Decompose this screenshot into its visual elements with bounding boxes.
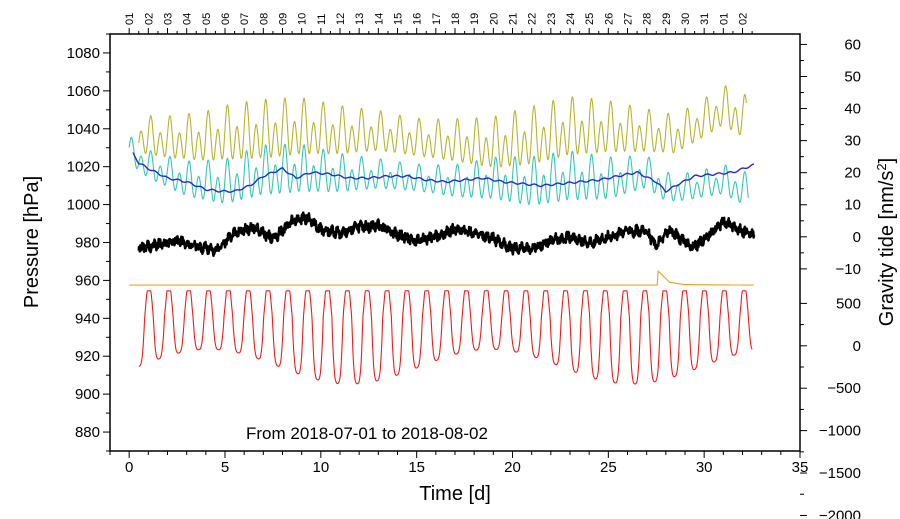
top-day-label: 25 [584, 13, 596, 25]
y-right-upper-tick-label: 60 [844, 36, 861, 53]
top-day-label: 01 [124, 13, 136, 25]
top-day-label: 11 [316, 14, 328, 25]
axes-layer: 0 5 10 15 20 25 30 3588090092094096098010001020… [67, 13, 861, 519]
x-tick-label: 0 [125, 459, 133, 476]
y-left-tick-label: 920 [75, 348, 100, 365]
top-day-label: 10 [297, 13, 309, 25]
top-day-label: 31 [699, 13, 711, 25]
y-left-tick-label: 1040 [67, 121, 100, 138]
series-gravity-cyan [128, 136, 749, 205]
top-day-label: 13 [354, 13, 366, 25]
top-day-label: 28 [642, 13, 654, 25]
top-day-label: 02 [738, 13, 750, 25]
date-range-annotation: From 2018-07-01 to 2018-08-02 [246, 424, 488, 443]
x-tick-label: 5 [221, 459, 229, 476]
y-left-tick-label: 940 [75, 310, 100, 327]
series-signal-orange [129, 270, 755, 286]
top-day-label: 20 [488, 13, 500, 25]
y-axis-right-label-sup: 2 [874, 163, 889, 170]
top-day-label: 29 [661, 13, 673, 25]
top-day-label: 08 [258, 13, 270, 25]
y-right-upper-tick-label: 50 [844, 68, 861, 85]
series-layer [128, 85, 756, 385]
y-left-tick-label: 1060 [67, 83, 100, 100]
top-day-label: 30 [680, 13, 692, 25]
top-day-label: 07 [239, 13, 251, 25]
y-right-upper-tick-label: 0 [853, 229, 861, 246]
top-day-label: 15 [393, 13, 405, 25]
y-right-upper-tick-label: 10 [844, 197, 861, 214]
y-axis-right-label-prefix: Gravity tide [nm/s [876, 171, 898, 327]
top-day-label: 21 [508, 13, 520, 25]
y-left-tick-label: 900 [75, 386, 100, 403]
y-left-tick-label: 1000 [67, 197, 100, 214]
y-left-tick-label: 1080 [67, 45, 100, 62]
top-day-label: 27 [623, 13, 635, 25]
top-day-label: 14 [373, 13, 385, 25]
y-right-upper-tick-label: 40 [844, 101, 861, 118]
y-left-tick-label: 960 [75, 272, 100, 289]
series-gravity-yellow [138, 85, 747, 168]
y-left-tick-label: 980 [75, 235, 100, 252]
y-right-upper-tick-label: 20 [844, 165, 861, 182]
top-day-label: 26 [603, 13, 615, 25]
x-tick-label: 35 [792, 459, 809, 476]
top-day-label: 01 [718, 13, 730, 25]
top-day-label: 03 [163, 13, 175, 25]
top-day-label: 12 [335, 13, 347, 25]
top-day-label: 24 [565, 13, 577, 25]
top-day-label: 19 [469, 13, 481, 25]
top-day-label: 04 [182, 13, 194, 25]
top-day-label: 23 [546, 13, 558, 25]
top-day-label: 05 [201, 13, 213, 25]
x-axis-label: Time [d] [419, 483, 491, 505]
y-axis-left-label: Pressure [hPa] [21, 176, 43, 308]
x-tick-label: 30 [696, 459, 713, 476]
top-day-label: 17 [431, 13, 443, 25]
y-right-lower-tick-label: −1000 [819, 423, 861, 440]
y-right-upper-tick-label: 30 [844, 133, 861, 150]
top-day-label: 02 [143, 13, 155, 25]
y-right-lower-tick-label: 500 [836, 295, 861, 312]
y-axis-right-label-suffix: ] [876, 158, 898, 164]
series-pressure-smoothed-blue [132, 152, 755, 193]
y-axis-right-label: Gravity tide [nm/s2] [874, 158, 898, 326]
x-tick-label: 25 [600, 459, 617, 476]
x-tick-label: 15 [408, 459, 425, 476]
y-left-tick-label: 880 [75, 424, 100, 441]
x-tick-label: 10 [312, 459, 329, 476]
y-right-upper-tick-label: −10 [836, 261, 861, 278]
top-day-label: 09 [278, 13, 290, 25]
top-day-label: 18 [450, 13, 462, 25]
y-right-lower-tick-label: 0 [853, 338, 861, 355]
y-right-lower-tick-label: −500 [827, 380, 861, 397]
series-gravity-tide-red [138, 290, 753, 385]
y-right-lower-tick-label: −1500 [819, 465, 861, 482]
series-pressure-black [137, 211, 756, 257]
x-tick-label: 20 [504, 459, 521, 476]
top-day-label: 16 [412, 13, 424, 25]
y-right-lower-tick-label: −2000 [819, 507, 861, 519]
top-day-label: 22 [527, 13, 539, 25]
top-day-label: 06 [220, 13, 232, 25]
y-left-tick-label: 1020 [67, 159, 100, 176]
